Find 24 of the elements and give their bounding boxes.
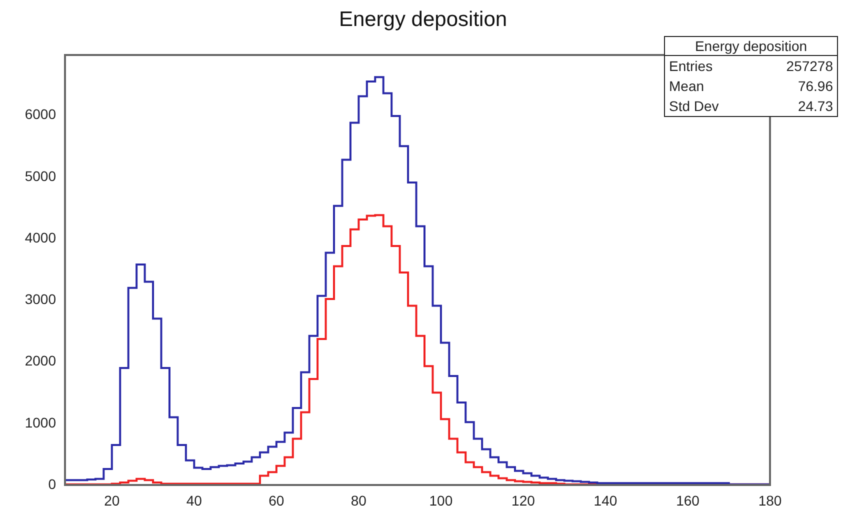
x-tick-label: 160 bbox=[676, 492, 700, 506]
text: 24.73 bbox=[798, 97, 833, 116]
x-tick-label: 20 bbox=[104, 492, 120, 506]
y-tick-label: 4000 bbox=[24, 229, 56, 246]
text: 257278 bbox=[786, 57, 833, 76]
x-tick-label: 40 bbox=[186, 492, 202, 506]
y-tick-label: 6000 bbox=[24, 106, 56, 122]
x-tick-label: 100 bbox=[429, 492, 453, 506]
x-tick-label: 80 bbox=[350, 492, 367, 506]
x-tick-label: 140 bbox=[594, 492, 618, 506]
y-tick-label: 1000 bbox=[24, 414, 56, 430]
annotation: Entries bbox=[669, 57, 713, 76]
x-tick-label: 60 bbox=[268, 492, 284, 506]
chart-title: Energy deposition bbox=[338, 8, 508, 32]
y-tick-label: 5000 bbox=[24, 168, 56, 184]
text: Energy deposition bbox=[665, 37, 837, 56]
y-tick-label: 2000 bbox=[24, 352, 56, 369]
y-tick-label: 3000 bbox=[24, 291, 56, 308]
x-tick-label: 180 bbox=[758, 492, 782, 506]
y-tick-label: 0 bbox=[48, 476, 56, 492]
annotation: Mean bbox=[669, 77, 704, 96]
annotation: Std Dev bbox=[669, 97, 719, 116]
text: 76.96 bbox=[798, 77, 833, 96]
x-tick-label: 120 bbox=[512, 492, 536, 506]
